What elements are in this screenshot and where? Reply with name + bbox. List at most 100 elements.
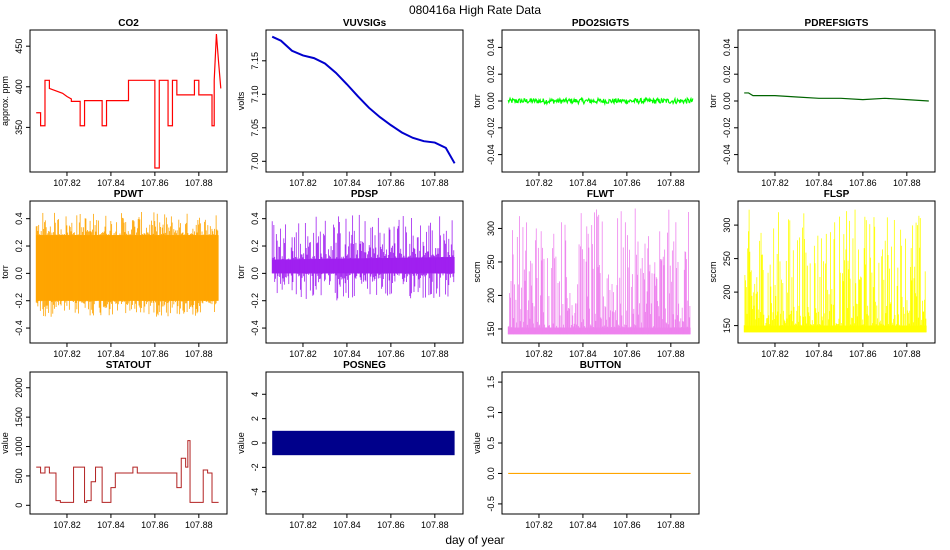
- y-tick-label: 1000: [14, 437, 24, 457]
- y-axis-label: torr: [0, 265, 10, 279]
- y-tick-label: 2000: [14, 378, 24, 398]
- series-statout: [36, 440, 219, 503]
- data-line: [36, 440, 219, 503]
- y-tick-label: 7.15: [250, 52, 260, 70]
- plot-frame: [29, 29, 228, 173]
- y-tick-label: 7.10: [250, 86, 260, 104]
- y-tick-label: 300: [486, 221, 496, 236]
- y-tick-label: -0.2: [14, 293, 24, 309]
- panel-title: CO2: [118, 18, 139, 29]
- x-tick-label: 107.88: [657, 520, 685, 530]
- x-tick-label: 107.86: [613, 349, 641, 359]
- x-tick-label: 107.84: [569, 178, 597, 188]
- plot-frame: [29, 371, 228, 515]
- series-pdsp: [271, 214, 455, 301]
- plot-frame: [265, 200, 464, 344]
- x-tick-label: 107.84: [333, 178, 361, 188]
- x-tick-label: 107.84: [333, 349, 361, 359]
- x-tick-label: 107.88: [185, 178, 213, 188]
- x-tick-label: 107.86: [377, 520, 405, 530]
- y-axis-label: torr: [236, 265, 246, 279]
- panel-title: FLSP: [824, 189, 850, 200]
- y-tick-label: 400: [14, 79, 24, 94]
- x-tick-label: 107.88: [185, 349, 213, 359]
- x-tick-label: 107.88: [657, 349, 685, 359]
- y-tick-label: 0.00: [722, 92, 732, 110]
- y-tick-label: 250: [722, 251, 732, 266]
- series-co2: [36, 33, 222, 169]
- y-tick-label: 0.02: [722, 65, 732, 83]
- y-tick-label: 1.5: [486, 376, 496, 389]
- panel-pdo2sigts: PDO2SIGTS torr 107.82 107.84 107.86 107.88 -0.…: [472, 18, 700, 188]
- x-tick-label: 107.88: [893, 178, 921, 188]
- panel-title: BUTTON: [580, 360, 621, 371]
- x-tick-label: 107.82: [53, 349, 81, 359]
- x-tick-label: 107.82: [289, 349, 317, 359]
- y-tick-label: 150: [486, 321, 496, 336]
- panel-title: FLWT: [587, 189, 614, 200]
- y-tick-label: 1.0: [486, 406, 496, 419]
- panel-pdsp: PDSP torr 107.82 107.84 107.86 107.88 -0.4 -0.2…: [236, 189, 464, 359]
- y-tick-label: 0.04: [722, 39, 732, 57]
- y-tick-label: 200: [722, 285, 732, 300]
- x-tick-label: 107.86: [849, 178, 877, 188]
- y-tick-label: -4: [250, 488, 260, 496]
- y-tick-label: 0.0: [486, 467, 496, 480]
- x-tick-label: 107.84: [569, 520, 597, 530]
- x-tick-label: 107.86: [141, 349, 169, 359]
- panel-co2: CO2 approx. ppm 107.82 107.84 107.86 107.88 35…: [0, 18, 228, 188]
- panel-title: PDO2SIGTS: [572, 18, 630, 29]
- y-tick-label: 0.0: [250, 267, 260, 280]
- data-line: [744, 92, 929, 102]
- y-tick-label: -0.4: [14, 320, 24, 336]
- x-tick-label: 107.82: [525, 178, 553, 188]
- x-tick-label: 107.86: [141, 520, 169, 530]
- panel-button: BUTTON value 107.82 107.84 107.86 107.88 -0.5 0…: [472, 360, 700, 530]
- panel-flsp: FLSP sccm 107.82 107.84 107.86 107.88 150 200 25…: [708, 189, 936, 359]
- figure-title: 080416a High Rate Data: [409, 3, 541, 17]
- x-tick-label: 107.82: [525, 520, 553, 530]
- x-tick-label: 107.88: [421, 349, 449, 359]
- series-flsp: [743, 209, 927, 333]
- y-tick-label: 0: [250, 440, 260, 445]
- x-tick-label: 107.84: [97, 349, 125, 359]
- plot-frame: [265, 29, 464, 173]
- x-tick-label: 107.88: [421, 178, 449, 188]
- y-axis-label: torr: [708, 94, 718, 108]
- panel-posneg: POSNEG value 107.82 107.84 107.86 107.88 -4 -2 0…: [236, 360, 464, 530]
- y-axis-label: approx. ppm: [0, 76, 10, 126]
- x-tick-label: 107.86: [613, 520, 641, 530]
- plot-frame: [501, 200, 700, 344]
- x-tick-label: 107.86: [377, 178, 405, 188]
- x-tick-label: 107.84: [805, 178, 833, 188]
- series-vuvsigs: [271, 35, 456, 164]
- x-tick-label: 107.88: [657, 178, 685, 188]
- y-tick-label: 0.0: [14, 267, 24, 280]
- panel-title: PDWT: [114, 189, 143, 200]
- y-tick-label: 250: [486, 254, 496, 269]
- y-tick-label: 4: [250, 392, 260, 397]
- series-pdwt: [35, 211, 219, 317]
- data-line: [36, 33, 222, 169]
- plot-frame: [737, 200, 936, 344]
- y-tick-label: 7.00: [250, 153, 260, 171]
- x-tick-label: 107.84: [333, 520, 361, 530]
- y-tick-label: 0: [14, 503, 24, 508]
- series-flwt: [507, 208, 691, 335]
- x-tick-label: 107.82: [761, 178, 789, 188]
- y-tick-label: 1500: [14, 407, 24, 427]
- y-tick-label: -0.04: [486, 144, 496, 165]
- y-tick-label: 0.2: [250, 240, 260, 253]
- y-tick-label: -0.5: [486, 496, 496, 512]
- plot-frame: [737, 29, 936, 173]
- panel-pdwt: PDWT torr 107.82 107.84 107.86 107.88 -0.4 -0.2…: [0, 189, 228, 359]
- y-tick-label: -0.2: [250, 293, 260, 309]
- y-axis-label: value: [0, 432, 10, 454]
- y-tick-label: 0.4: [250, 212, 260, 225]
- y-tick-label: 0.02: [486, 65, 496, 83]
- panel-title: PDSP: [351, 189, 379, 200]
- series-pdo2sigts: [507, 96, 694, 106]
- x-tick-label: 107.82: [289, 520, 317, 530]
- panel-statout: STATOUT value 107.82 107.84 107.86 107.88 0 500…: [0, 360, 228, 530]
- x-tick-label: 107.88: [421, 520, 449, 530]
